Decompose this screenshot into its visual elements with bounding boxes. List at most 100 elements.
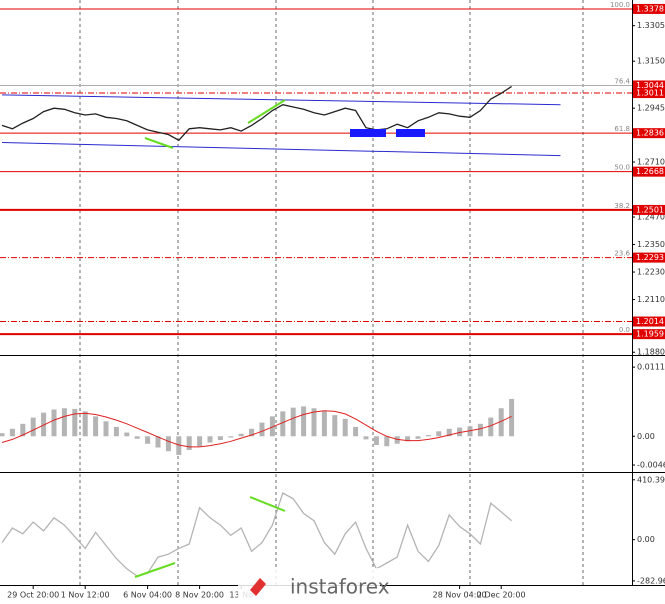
divergence-line [247, 99, 286, 124]
level-ratio: 100.0 [610, 1, 630, 9]
highlight-box [350, 129, 386, 137]
y-tick-label: 0.00 [637, 535, 655, 544]
level-price-box [633, 252, 665, 263]
annotations [134, 99, 425, 578]
histogram-bar [9, 428, 15, 437]
histogram-bar [238, 433, 244, 437]
histogram-bar [290, 407, 296, 437]
x-tick-label: 8 Nov 20:00 [175, 591, 224, 600]
histogram-bar [155, 436, 161, 448]
histogram-bar [332, 415, 338, 437]
y-tick-label: 1.2110 [637, 295, 665, 304]
histogram-bar [61, 408, 67, 437]
y-tick-label: 1.2710 [637, 158, 665, 167]
watermark-logo [250, 578, 266, 596]
histogram-bar [446, 428, 452, 437]
histogram-bar [145, 436, 151, 444]
histogram-bar [457, 427, 463, 437]
histogram-bar [509, 398, 515, 437]
histogram-bar [72, 408, 78, 437]
x-tick-label: 6 Nov 04:00 [123, 591, 172, 600]
histogram-bar [425, 435, 431, 437]
histogram-bar [280, 411, 286, 437]
level-price-box [633, 88, 665, 99]
level-ratio: 0.0 [619, 326, 630, 334]
histogram-bar [321, 411, 327, 437]
level-price-box [633, 3, 665, 14]
histogram-bar [436, 431, 442, 437]
level-price-box [633, 80, 665, 91]
y-tick-label: 1.2230 [637, 268, 665, 277]
histogram-bar [82, 411, 88, 437]
histogram-bar [41, 412, 47, 437]
level-price: 1.3044 [636, 81, 664, 90]
histogram-bar [394, 436, 400, 444]
level-price: 1.2014 [636, 317, 664, 326]
histogram-bar [51, 409, 57, 437]
y-tick-label: 1.2350 [637, 240, 665, 249]
y-tick-label: 1.3305 [637, 21, 665, 30]
level-ratio: 76.4 [614, 77, 630, 85]
histogram-bar [488, 417, 494, 437]
signal-line [1, 410, 512, 448]
histogram-bar [228, 436, 234, 438]
histogram-bar [124, 432, 130, 437]
histogram-bar [30, 417, 36, 437]
x-tick-label: 29 Oct 20:00 [7, 591, 59, 600]
level-price-box [633, 329, 665, 340]
histogram-bar [113, 426, 119, 437]
y-tick-label: -0.00462 [637, 461, 665, 470]
level-price: 1.1959 [636, 330, 664, 339]
histogram-bar [197, 436, 203, 447]
histogram-bar [363, 436, 369, 440]
level-price: 1.2293 [636, 253, 664, 262]
histogram-bar [93, 416, 99, 437]
level-price-box [633, 204, 665, 215]
series-line [1, 492, 513, 577]
histogram-bar [165, 436, 171, 452]
x-tick-label: 28 Nov 04:00 [433, 591, 487, 600]
divergence-line [134, 562, 176, 578]
histogram-bar [269, 416, 275, 437]
y-tick-label: 1.3150 [637, 57, 665, 66]
level-price-box [633, 166, 665, 177]
level-ratio: 50.0 [614, 164, 630, 172]
x-tick-label: 1 Nov 12:00 [61, 591, 110, 600]
histogram-bar [217, 436, 223, 441]
y-tick-label: -282.9642 [637, 576, 665, 585]
histogram-bar [301, 406, 307, 437]
histogram-bar [353, 426, 359, 437]
series-line [1, 85, 512, 142]
histogram-bar [405, 436, 411, 442]
y-tick-label: 410.3914 [637, 475, 665, 484]
highlight-box [396, 129, 425, 137]
histogram-bar [384, 436, 390, 447]
level-price: 1.2668 [636, 167, 664, 176]
histogram-bar [176, 436, 182, 455]
histogram-bar [342, 418, 348, 437]
divergence-line [144, 137, 174, 149]
level-ratio: 38.2 [614, 202, 630, 210]
histogram-bar [249, 428, 255, 437]
histogram-bar [103, 421, 109, 437]
watermark-text: instaforex [290, 575, 390, 599]
level-price: 1.2501 [636, 205, 664, 214]
channel-line [1, 142, 561, 157]
watermark: instaforex [238, 568, 390, 604]
histogram-bar [311, 408, 317, 437]
histogram-bar [415, 436, 421, 439]
histogram-bar [20, 423, 26, 437]
histogram-bar [186, 436, 192, 450]
y-tick-label: 0.00 [637, 432, 655, 441]
histogram-bar [373, 436, 379, 445]
level-price: 1.2836 [636, 129, 664, 138]
level-price: 1.3378 [636, 4, 664, 13]
level-ratio: 61.8 [614, 125, 630, 133]
histogram-bar [477, 423, 483, 437]
divergence-line [249, 496, 286, 512]
x-tick-label: 2 Dec 20:00 [477, 591, 526, 600]
level-price-box [633, 316, 665, 327]
